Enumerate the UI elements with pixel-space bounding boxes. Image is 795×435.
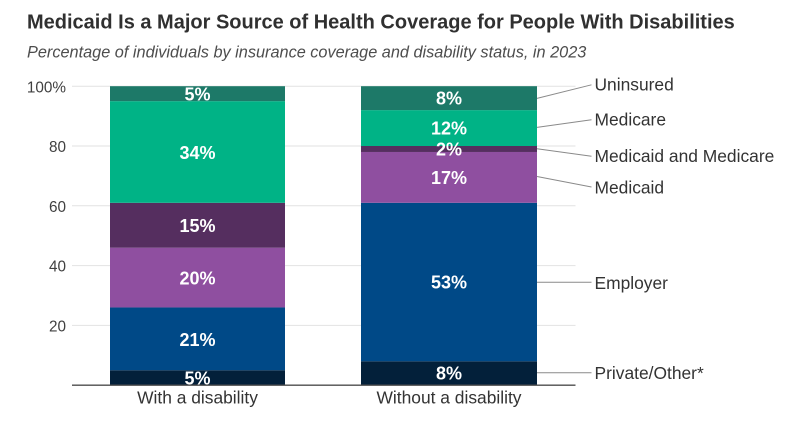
- svg-text:5%: 5%: [184, 85, 210, 105]
- svg-text:Percentage of individuals by i: Percentage of individuals by insurance c…: [27, 44, 586, 62]
- svg-text:Medicare: Medicare: [595, 110, 667, 130]
- svg-text:2%: 2%: [436, 140, 462, 160]
- svg-text:34%: 34%: [179, 143, 215, 163]
- svg-text:21%: 21%: [179, 330, 215, 350]
- svg-text:60: 60: [49, 199, 66, 216]
- svg-text:With a disability: With a disability: [137, 388, 258, 408]
- svg-text:Medicaid: Medicaid: [595, 177, 665, 197]
- svg-text:5%: 5%: [184, 369, 210, 389]
- svg-text:17%: 17%: [431, 168, 467, 188]
- svg-text:40: 40: [49, 259, 66, 276]
- svg-text:100%: 100%: [27, 80, 67, 97]
- svg-text:20%: 20%: [179, 269, 215, 289]
- svg-text:Employer: Employer: [595, 273, 669, 293]
- svg-text:Without a disability: Without a disability: [377, 388, 522, 408]
- svg-text:15%: 15%: [179, 216, 215, 236]
- svg-text:20: 20: [49, 318, 66, 335]
- svg-text:Private/Other*: Private/Other*: [595, 363, 704, 383]
- svg-text:53%: 53%: [431, 273, 467, 293]
- svg-text:8%: 8%: [436, 89, 462, 109]
- svg-text:Medicaid and Medicare: Medicaid and Medicare: [595, 146, 775, 166]
- svg-text:Medicaid Is a Major Source of: Medicaid Is a Major Source of Health Cov…: [27, 12, 735, 34]
- svg-text:Uninsured: Uninsured: [595, 74, 674, 94]
- svg-text:12%: 12%: [431, 119, 467, 139]
- svg-text:80: 80: [49, 139, 66, 156]
- svg-text:8%: 8%: [436, 364, 462, 384]
